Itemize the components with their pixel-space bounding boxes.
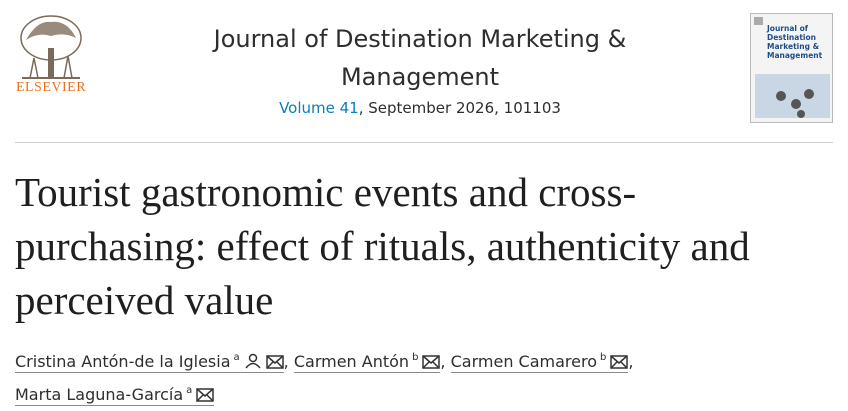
affiliation[interactable]: a: [186, 385, 193, 396]
author-name[interactable]: Cristina Antón-de la Iglesia: [15, 352, 231, 371]
author[interactable]: Carmen Antón b: [293, 352, 441, 373]
author[interactable]: Marta Laguna-García a: [15, 385, 215, 406]
author[interactable]: Carmen Camarero b: [450, 352, 629, 373]
affiliation[interactable]: a: [233, 352, 240, 363]
email-icon[interactable]: [196, 388, 215, 402]
author-list: Cristina Antón-de la Iglesia a, Carmen An…: [15, 343, 715, 409]
affiliation[interactable]: b: [412, 352, 419, 363]
separator: ,: [440, 352, 446, 371]
author[interactable]: Cristina Antón-de la Iglesia a: [15, 352, 284, 373]
person-icon[interactable]: [244, 353, 262, 369]
author-name[interactable]: Carmen Antón: [293, 352, 410, 371]
separator: ,: [628, 352, 634, 371]
email-icon[interactable]: [265, 355, 284, 369]
volume-line: Volume 41, September 2026, 101103: [190, 99, 650, 117]
email-icon[interactable]: [422, 355, 441, 369]
cover-title: Journal of Destination Marketing & Manag…: [767, 24, 823, 60]
issue-details: , September 2026, 101103: [358, 99, 561, 117]
journal-cover[interactable]: Journal of Destination Marketing & Manag…: [750, 13, 833, 123]
publisher-logo: [20, 15, 82, 79]
author-name[interactable]: Carmen Camarero: [450, 352, 597, 371]
volume-link[interactable]: Volume 41: [279, 99, 359, 117]
journal-title[interactable]: Journal of Destination Marketing & Manag…: [213, 25, 627, 91]
email-icon[interactable]: [610, 355, 629, 369]
affiliation[interactable]: b: [600, 352, 607, 363]
author-name[interactable]: Marta Laguna-García: [15, 385, 184, 404]
divider: [15, 142, 833, 143]
cover-art: [754, 17, 830, 118]
article-title: Tourist gastronomic events and cross-pur…: [15, 169, 750, 323]
publisher-name: ELSEVIER: [15, 80, 87, 95]
separator: ,: [283, 352, 289, 371]
